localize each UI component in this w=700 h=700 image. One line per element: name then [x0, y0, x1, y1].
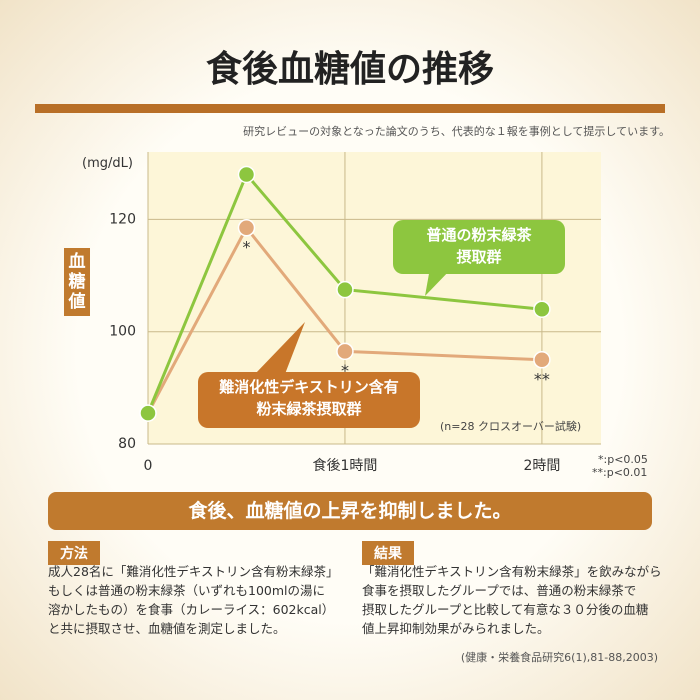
section-heading: 方法	[48, 541, 100, 565]
line	[146, 171, 543, 414]
point	[533, 351, 551, 369]
text-line: 「難消化性デキストリン含有粉末緑茶」を飲みながら	[362, 564, 662, 579]
callout	[425, 268, 452, 296]
x-tick-label: 0	[144, 458, 153, 474]
legend-entry: 普通の粉末緑茶 摂取群	[393, 220, 565, 274]
banner: 食後、血糖値の上昇を抑制しました。	[48, 492, 652, 530]
note: 研究レビューの対象となった論文のうち、代表的な１報を事例として提示しています。	[243, 125, 670, 138]
text-line: 摂取したグループと比較して有意な３０分後の血糖	[362, 602, 649, 617]
point	[139, 404, 157, 422]
significance-label: *	[341, 361, 349, 380]
y-label: 血糖値	[64, 248, 90, 316]
title: 食後血糖値の推移	[205, 49, 494, 90]
significance-label: *	[242, 237, 250, 256]
x-tick-label: 2時間	[523, 458, 560, 474]
text-line: と共に摂取させ、血糖値を測定しました。	[48, 621, 286, 636]
annotation: **:p<0.01	[592, 466, 648, 479]
line	[146, 225, 542, 414]
title-bar	[35, 104, 665, 113]
citation: (健康・栄養食品研究6(1),81-88,2003)	[460, 651, 658, 664]
text-line: 成人28名に「難消化性デキストリン含有粉末緑茶」	[48, 564, 339, 579]
point	[336, 280, 354, 299]
significance-label: **	[534, 369, 550, 388]
unit: (mg/dL)	[82, 156, 133, 171]
result-text: 「難消化性デキストリン含有粉末緑茶」を飲みながら 食事を摂取したグループでは、普通…	[362, 562, 662, 638]
annotation: *:p<0.05	[598, 453, 648, 466]
callout	[255, 322, 305, 374]
point	[336, 342, 354, 361]
y-tick-label: 120	[109, 211, 136, 227]
section-heading: 結果	[362, 541, 414, 565]
point	[237, 165, 256, 184]
method-text: 成人28名に「難消化性デキストリン含有粉末緑茶」 もしくは普通の粉末緑茶（いずれも…	[48, 562, 339, 638]
point	[533, 300, 551, 318]
text-line: もしくは普通の粉末緑茶（いずれも100mlの湯に	[48, 583, 326, 598]
point	[237, 219, 256, 237]
annotation: (n=28 クロスオーバー試験)	[440, 420, 582, 433]
text-line: 値上昇抑制効果がみられました。	[362, 621, 550, 636]
legend-entry: 難消化性デキストリン含有 粉末緑茶摂取群	[198, 372, 420, 428]
text-line: 溶かしたもの）を食事（カレーライス：602kcal）	[48, 602, 335, 617]
x-tick-label: 食後1時間	[312, 457, 377, 474]
text-line: 食事を摂取したグループでは、普通の粉末緑茶で	[362, 583, 637, 598]
y-tick-label: 80	[118, 436, 136, 452]
y-tick-label: 100	[109, 324, 136, 340]
